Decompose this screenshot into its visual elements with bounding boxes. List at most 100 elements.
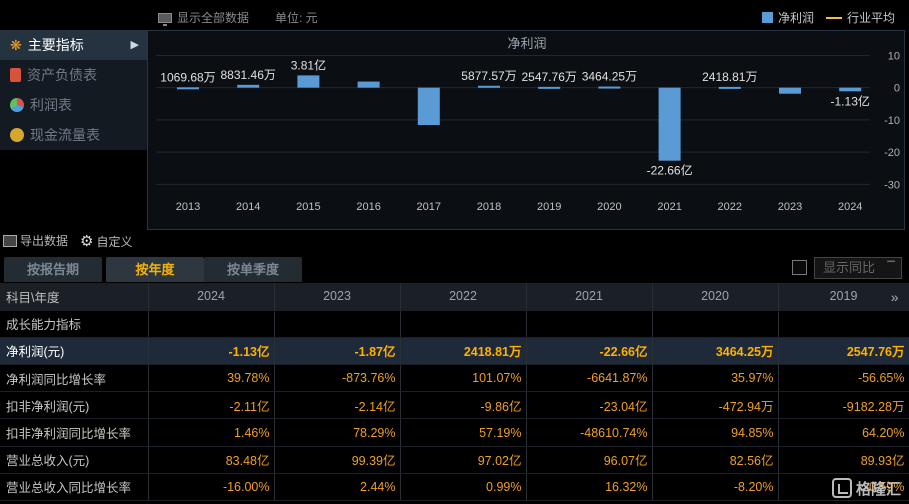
table-cell: 35.97%	[652, 364, 779, 393]
row-label: 营业总收入同比增长率	[0, 473, 149, 502]
chart-bar	[357, 81, 380, 88]
table-cell: -9182.28万	[778, 391, 909, 420]
show-all-data-button[interactable]: 显示全部数据	[158, 9, 249, 26]
table-row[interactable]: 营业总收入(元) 83.48亿 99.39亿 97.02亿 96.07亿 82.56亿 89…	[0, 446, 909, 474]
customize-button[interactable]: ⚙ 自定义	[80, 232, 132, 250]
table-cell: 57.19%	[400, 418, 527, 447]
unit-text: 单位: 元	[275, 11, 318, 25]
row-label: 营业总收入(元)	[0, 446, 149, 474]
table-row[interactable]: 净利润(元) -1.13亿 -1.87亿 2418.81万 -22.66亿 3464.25…	[0, 337, 909, 366]
row-label: 净利润同比增长率	[0, 364, 149, 393]
customize-label: 自定义	[96, 234, 133, 249]
sidebar-item-main-indicators[interactable]: ❋ 主要指标 ▶	[0, 30, 147, 60]
data-label: 3.81亿	[291, 57, 326, 72]
export-data-button[interactable]: 导出数据	[3, 232, 68, 249]
show-yoy-checkbox[interactable]	[792, 260, 807, 275]
table-cell: -22.66亿	[526, 337, 653, 366]
table-cell: -873.76%	[274, 364, 401, 393]
y-tick-label: 0	[894, 83, 900, 95]
next-columns-icon[interactable]: »	[890, 289, 899, 305]
table-cell: 82.56亿	[652, 446, 779, 474]
table-cell: -2.11亿	[148, 391, 275, 420]
table-cell: 3464.25万	[652, 337, 779, 366]
tab-by-report-period[interactable]: 按报告期	[4, 257, 102, 282]
logo-icon	[832, 478, 852, 498]
monitor-icon	[158, 12, 172, 26]
table-row[interactable]: 营业总收入同比增长率 -16.00% 2.44% 0.99% 16.32% -8.20% -…	[0, 473, 909, 502]
table-cell: 78.29%	[274, 418, 401, 447]
x-tick-label: 2018	[477, 201, 501, 213]
chart-bar	[417, 87, 440, 126]
legend-industry-label: 行业平均	[847, 11, 896, 25]
table-cell: 39.78%	[148, 364, 275, 393]
table-cell: 83.48亿	[148, 446, 275, 474]
legend-series[interactable]: 净利润	[762, 9, 814, 26]
sidebar-item-income-statement[interactable]: 利润表	[0, 90, 147, 120]
period-tabs: 按报告期 按年度 按单季度	[0, 255, 909, 282]
dropdown-icon: ▔	[887, 262, 895, 273]
table-cell: -1.13亿	[148, 337, 275, 366]
table-row[interactable]: 净利润同比增长率 39.78% -873.76% 101.07% -6641.87% 35…	[0, 364, 909, 393]
table-cell: 99.39亿	[274, 446, 401, 474]
legend-industry[interactable]: 行业平均	[826, 9, 895, 26]
table-cell: -6641.87%	[526, 364, 653, 393]
watermark-logo: 格隆汇	[832, 476, 907, 500]
x-tick-label: 2016	[356, 201, 380, 213]
x-tick-label: 2017	[417, 201, 441, 213]
table-cell	[526, 310, 653, 338]
table-cell: 1.46%	[148, 418, 275, 447]
chart-bar	[598, 86, 621, 89]
table-cell: -56.65%	[778, 364, 909, 393]
data-label: 1069.68万	[160, 70, 215, 84]
data-label: 2547.76万	[522, 70, 577, 84]
table-cell: 0.99%	[400, 473, 527, 502]
table-row[interactable]: 成长能力指标	[0, 310, 909, 338]
tab-by-year[interactable]: 按年度	[106, 257, 204, 282]
net-profit-chart: 10 0 -10 -20 -30 净利润 2013 1069.68万 2014 8831.46万 2…	[147, 30, 905, 230]
chevron-right-icon: ▶	[130, 39, 139, 51]
gear-icon: ⚙	[80, 233, 94, 250]
chart-bar	[237, 84, 260, 88]
chart-bar	[177, 87, 199, 90]
pie-icon	[10, 98, 24, 112]
sidebar-item-cash-flow[interactable]: 现金流量表	[0, 120, 147, 150]
top-bar: 显示全部数据 单位: 元 净利润 行业平均	[0, 0, 909, 30]
flower-icon: ❋	[10, 36, 22, 53]
column-header-year[interactable]: 2021	[526, 283, 653, 311]
table-cell: 97.02亿	[400, 446, 527, 474]
chart-svg: 10 0 -10 -20 -30 净利润 2013 1069.68万 2014 8831.46万 2…	[156, 36, 900, 213]
table-cell	[400, 310, 527, 338]
data-label: -1.13亿	[831, 93, 870, 108]
table-cell: 2547.76万	[778, 337, 909, 366]
legend-line-icon	[826, 16, 842, 19]
unit-label: 单位: 元	[275, 9, 318, 26]
tab-by-quarter[interactable]: 按单季度	[204, 257, 302, 282]
column-header-year[interactable]: 2022	[400, 283, 527, 311]
x-tick-label: 2013	[176, 201, 200, 213]
show-yoy-select[interactable]: 显示同比 ▔	[814, 257, 902, 279]
x-tick-label: 2024	[838, 201, 862, 213]
table-row[interactable]: 扣非净利润同比增长率 1.46% 78.29% 57.19% -48610.74% 94.…	[0, 418, 909, 447]
table-cell: -23.04亿	[526, 391, 653, 420]
column-header-year[interactable]: 2024	[148, 283, 275, 311]
chart-bar	[297, 75, 320, 88]
sidebar-item-label: 现金流量表	[30, 127, 100, 143]
table-row[interactable]: 扣非净利润(元) -2.11亿 -2.14亿 -9.86亿 -23.04亿 -472.94…	[0, 391, 909, 420]
x-tick-label: 2020	[597, 201, 621, 213]
legend-series-label: 净利润	[778, 11, 815, 25]
export-icon	[3, 234, 17, 247]
row-label: 扣非净利润同比增长率	[0, 418, 149, 447]
x-tick-label: 2023	[778, 201, 802, 213]
column-header-year[interactable]: 2019 »	[778, 283, 909, 311]
table-cell: -8.20%	[652, 473, 779, 502]
chart-bar	[658, 87, 681, 161]
sidebar-item-balance-sheet[interactable]: 资产负债表	[0, 60, 147, 90]
column-header-year[interactable]: 2023	[274, 283, 401, 311]
column-header-year[interactable]: 2020	[652, 283, 779, 311]
table-cell: -2.14亿	[274, 391, 401, 420]
table-cell: -472.94万	[652, 391, 779, 420]
export-label: 导出数据	[20, 234, 69, 248]
y-tick-label: -20	[884, 147, 900, 159]
table-cell: 89.93亿	[778, 446, 909, 474]
table-cell: 16.32%	[526, 473, 653, 502]
